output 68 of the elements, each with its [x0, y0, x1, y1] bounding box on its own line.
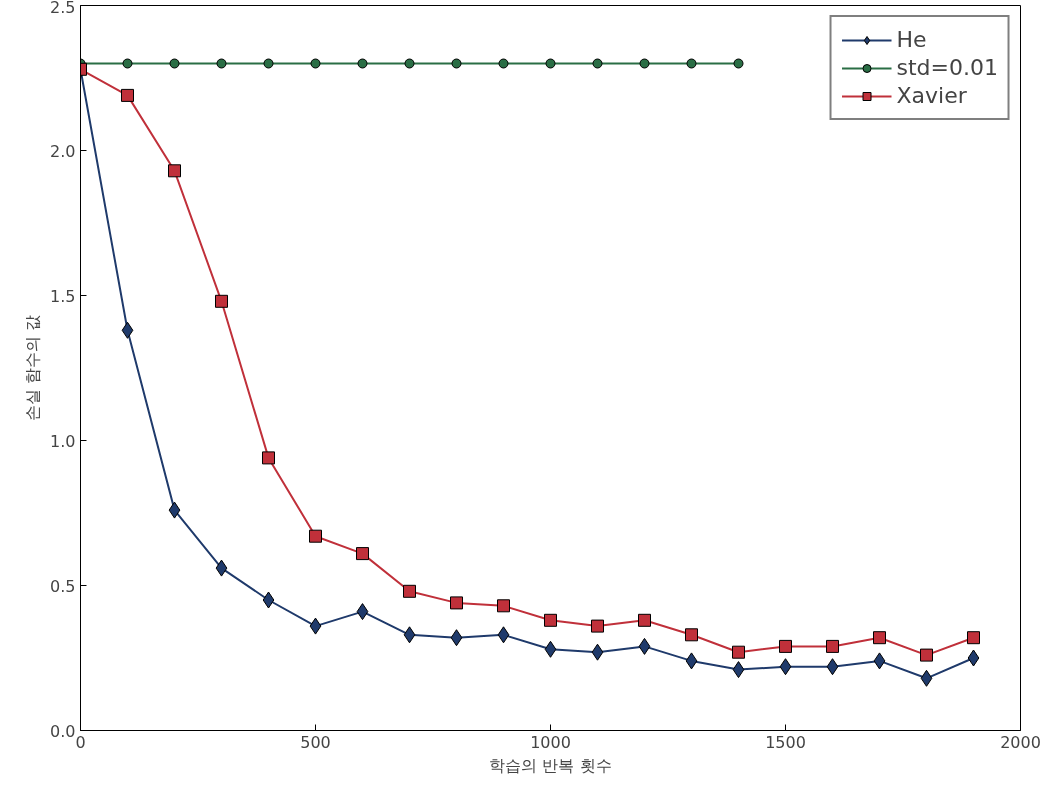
point [591, 643, 604, 661]
point [310, 58, 321, 69]
point [873, 652, 886, 670]
legend-label: std=0.01 [896, 55, 998, 80]
y-tick-label: 0.5 [50, 576, 76, 596]
point [404, 58, 415, 69]
point [639, 58, 650, 69]
point [403, 626, 416, 644]
point [685, 652, 698, 670]
point [591, 619, 604, 633]
x-tick-label: 0 [75, 732, 86, 752]
legend-label: He [896, 27, 927, 52]
point [357, 58, 368, 69]
x-tick-label: 1500 [765, 732, 806, 752]
x-tick-label: 1000 [530, 732, 571, 752]
point [967, 649, 980, 667]
point [309, 617, 322, 635]
point [451, 58, 462, 69]
point [733, 58, 744, 69]
point [967, 631, 980, 645]
point [826, 639, 839, 653]
point [545, 58, 556, 69]
point [826, 658, 839, 676]
point [121, 88, 134, 102]
y-tick-label: 2.5 [50, 0, 76, 17]
point [685, 628, 698, 642]
point [779, 639, 792, 653]
point [920, 648, 933, 662]
point [262, 591, 275, 609]
point [686, 58, 697, 69]
point [169, 58, 180, 69]
y-tick-label: 2.0 [50, 141, 76, 161]
x-tick-label: 2000 [1000, 732, 1041, 752]
y-tick-label: 1.5 [50, 286, 76, 306]
point [450, 596, 463, 610]
y-tick-label: 1.0 [50, 431, 76, 451]
point [309, 529, 322, 543]
point [122, 58, 133, 69]
point [356, 547, 369, 561]
y-axis-title: 손실 함수의 값 [23, 314, 43, 422]
point [592, 58, 603, 69]
point [497, 599, 510, 613]
point [732, 645, 745, 659]
y-tick-label: 0.0 [50, 721, 76, 741]
point [262, 451, 275, 465]
point [873, 631, 886, 645]
point [638, 613, 651, 627]
point [356, 603, 369, 621]
point [498, 58, 509, 69]
point [263, 58, 274, 69]
point [121, 321, 134, 339]
point [215, 294, 228, 308]
point [450, 629, 463, 647]
point [544, 640, 557, 658]
point [497, 626, 510, 644]
point [732, 661, 745, 679]
point [168, 501, 181, 519]
point [168, 164, 181, 178]
point [216, 58, 227, 69]
x-tick-label: 500 [300, 732, 331, 752]
x-axis-title: 학습의 반복 횟수 [489, 755, 612, 775]
point [638, 637, 651, 655]
point [920, 669, 933, 687]
point [215, 559, 228, 577]
point [544, 613, 557, 627]
point [403, 584, 416, 598]
point [779, 658, 792, 676]
legend-label: Xavier [896, 83, 967, 108]
